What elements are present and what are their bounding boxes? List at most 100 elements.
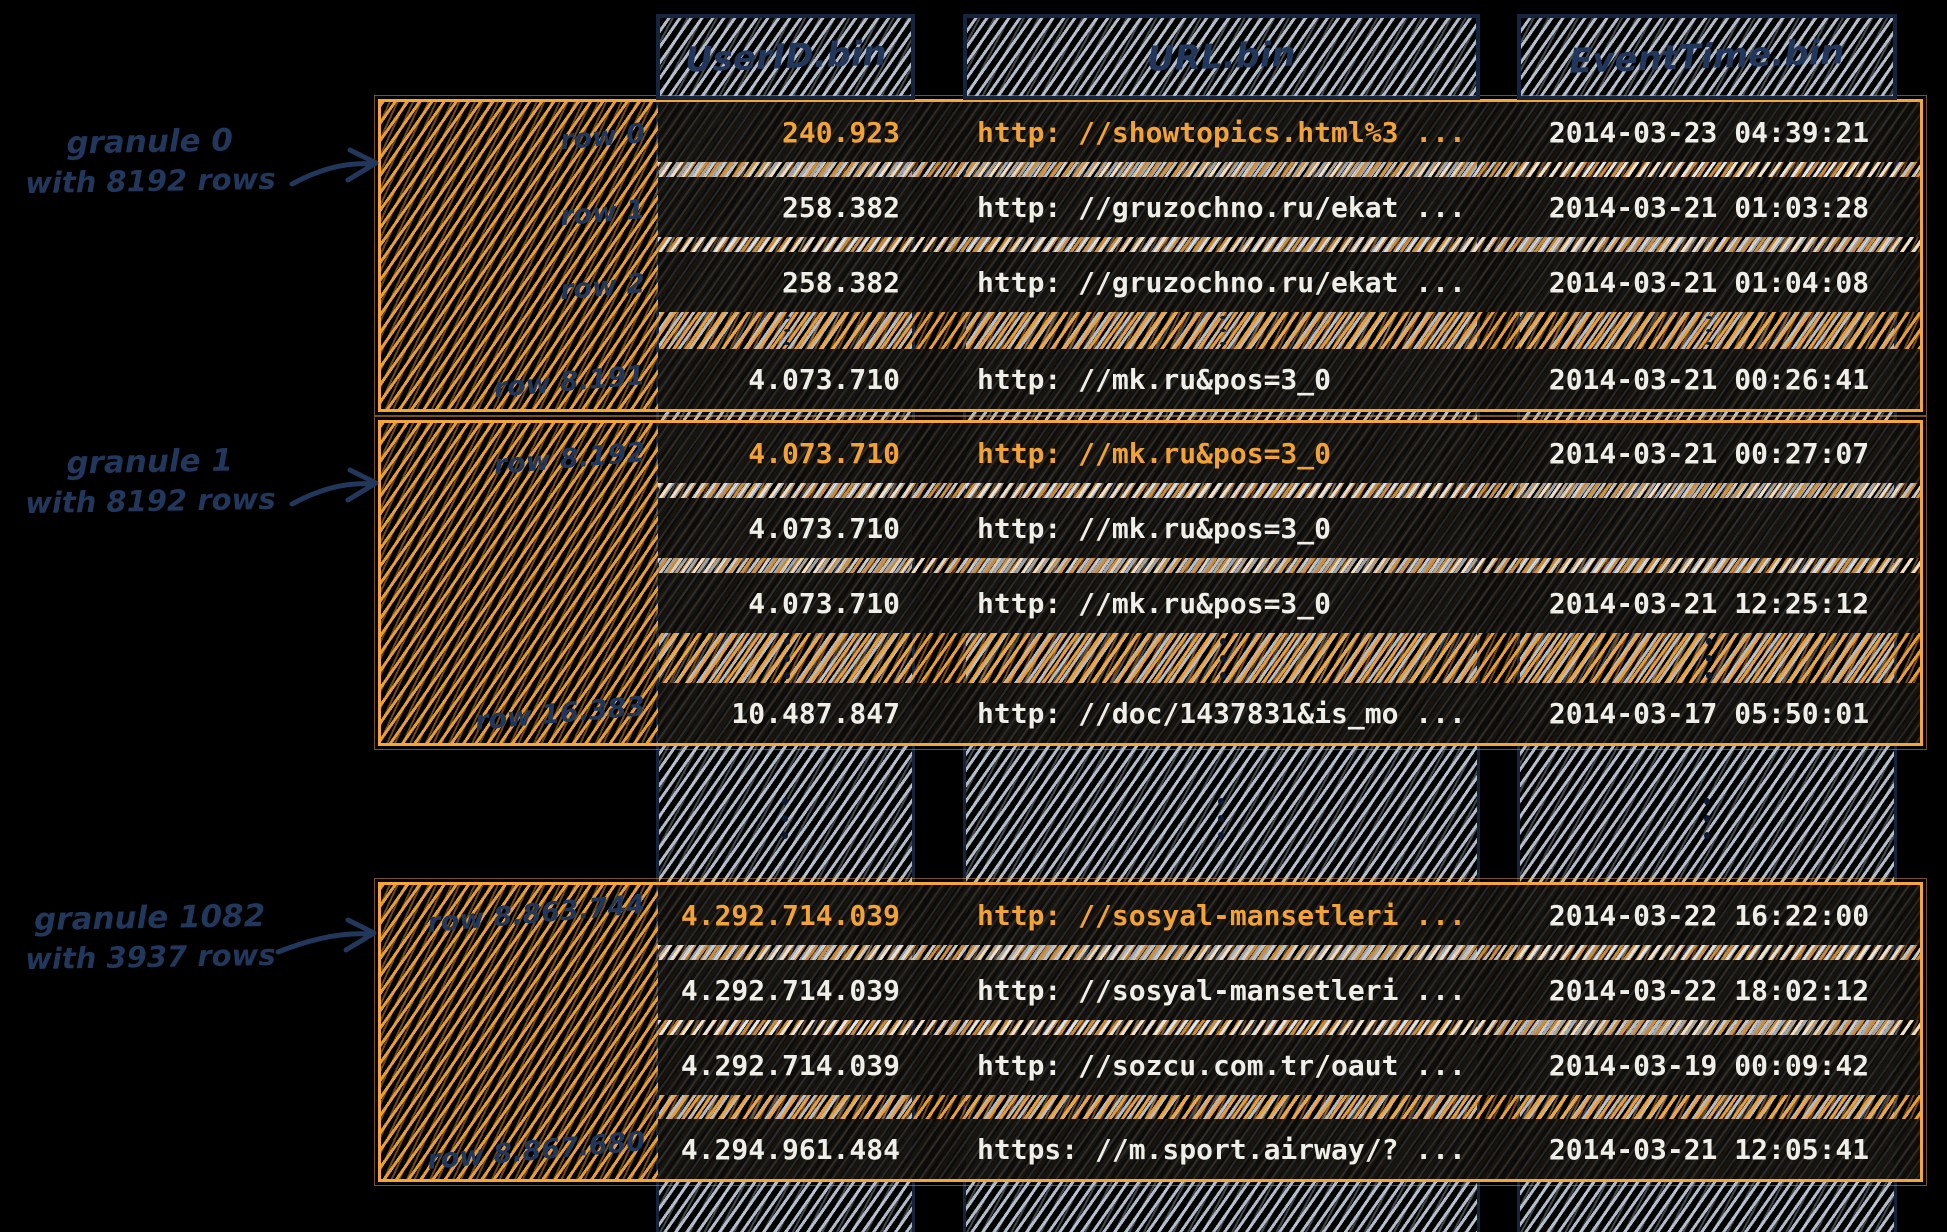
table-row: 258.382 http: //gruzochno.ru/ekat ... 2014…	[658, 252, 1920, 312]
table-row: 258.382 http: //gruzochno.ru/ekat ... 2014…	[658, 177, 1920, 237]
ellipsis-dots	[1701, 772, 1713, 864]
user-id-cell: 258.382	[781, 265, 900, 299]
event-time-cell: 2014-03-21 01:03:28	[1548, 190, 1870, 224]
dot	[1220, 654, 1226, 662]
row-ellipsis-gap	[658, 633, 1920, 683]
row-separator	[658, 483, 1920, 498]
user-id-cell: 10.487.847	[731, 696, 900, 730]
column-header-eventtime-label: EventTime.bin	[1568, 32, 1846, 82]
granule-1082-annotation: granule 1082 with 3937 rows	[0, 895, 301, 978]
ellipsis-dots	[1217, 1099, 1229, 1115]
table-row: 4.294.961.484 https: //m.sport.airway/? .…	[658, 1119, 1920, 1179]
url-cell: http: //mk.ru&pos=3_0	[977, 436, 1332, 470]
annotation-line1: granule 1	[66, 442, 234, 482]
dot	[1706, 637, 1712, 645]
granule-1-box: 4.073.710 http: //mk.ru&pos=3_0 2014-03-21…	[374, 416, 1927, 750]
ellipsis-dots	[781, 637, 793, 679]
dot	[784, 316, 790, 319]
user-id-cell: 4.292.714.039	[680, 898, 900, 932]
table-row: 4.292.714.039 http: //sozcu.com.tr/oaut .…	[658, 1035, 1920, 1095]
dot	[1706, 671, 1712, 679]
url-cell: https: //m.sport.airway/? ...	[977, 1132, 1466, 1166]
user-id-cell: 4.073.710	[748, 586, 900, 620]
column-header-url-label: URL.bin	[1146, 34, 1297, 80]
row-separator	[658, 558, 1920, 573]
table-row: 4.073.710 http: //mk.ru&pos=3_0 2014-03-21…	[658, 423, 1920, 483]
granule-1-rows: 4.073.710 http: //mk.ru&pos=3_0 2014-03-21…	[658, 423, 1920, 743]
dot	[1706, 329, 1712, 332]
annotation-line2: with 3937 rows	[24, 937, 276, 977]
user-id-cell: 240.923	[781, 115, 900, 149]
event-time-cell: 2014-03-21 00:26:41	[1548, 362, 1870, 396]
annotation-line2: with 8192 rows	[24, 161, 276, 201]
arrow-right-icon	[289, 467, 379, 507]
dot	[1706, 316, 1712, 319]
user-id-cell: 258.382	[781, 190, 900, 224]
url-cell: http: //doc/1437831&is_mo ...	[977, 696, 1466, 730]
url-cell: http: //mk.ru&pos=3_0	[977, 511, 1332, 545]
ellipsis-dots	[779, 772, 791, 864]
event-time-cell: 2014-03-21 00:27:07	[1548, 436, 1870, 470]
arrow-right-icon	[275, 917, 377, 955]
dot	[1220, 329, 1226, 332]
row-label: row 16.383	[473, 691, 647, 737]
url-cell: http: //sozcu.com.tr/oaut ...	[977, 1048, 1466, 1082]
dot	[1706, 342, 1712, 345]
url-cell: http: //showtopics.html%3 ...	[977, 115, 1466, 149]
granule-1082-box: 4.292.714.039 http: //sosyal-mansetleri .…	[374, 878, 1927, 1186]
row-separator	[658, 162, 1920, 177]
user-id-cell: 4.292.714.039	[680, 1048, 900, 1082]
granule-0-rows: 240.923 http: //showtopics.html%3 ... 2014…	[658, 102, 1920, 409]
table-row: 4.073.710 http: //mk.ru&pos=3_0 2014-03-21…	[658, 349, 1920, 409]
ellipsis-dots	[1703, 316, 1715, 345]
dot	[1706, 654, 1712, 662]
granule-0-annotation: granule 0 with 8192 rows	[0, 119, 301, 202]
event-time-cell: 2014-03-22 16:22:00	[1548, 898, 1870, 932]
row-label: row 1	[558, 194, 647, 233]
row-separator	[658, 945, 1920, 960]
user-id-cell: 4.073.710	[748, 511, 900, 545]
row-label: row 8.192	[492, 437, 647, 482]
ellipsis-dots	[1215, 772, 1227, 864]
column-header-userid-label: UserID.bin	[684, 33, 887, 81]
row-label: row 8.191	[492, 360, 647, 405]
url-cell: http: //gruzochno.ru/ekat ...	[977, 190, 1466, 224]
dot	[784, 329, 790, 332]
dot	[1220, 637, 1226, 645]
dot	[784, 342, 790, 345]
ellipsis-dots	[781, 1099, 793, 1115]
granule-0-box: 240.923 http: //showtopics.html%3 ... 2014…	[374, 95, 1927, 416]
table-row: 4.073.710 http: //mk.ru&pos=3_0	[658, 498, 1920, 558]
event-time-cell: 2014-03-19 00:09:42	[1548, 1048, 1870, 1082]
column-header-eventtime: EventTime.bin	[1517, 14, 1897, 100]
dot	[784, 637, 790, 645]
row-label: row 2	[558, 268, 647, 307]
row-separator	[658, 1020, 1920, 1035]
ellipsis-dots	[781, 316, 793, 345]
granule-1-annotation: granule 1 with 8192 rows	[0, 439, 301, 522]
table-row: 4.292.714.039 http: //sosyal-mansetleri .…	[658, 960, 1920, 1020]
ellipsis-dots	[1703, 1099, 1715, 1115]
user-id-cell: 4.294.961.484	[680, 1132, 900, 1166]
ellipsis-dots	[1217, 316, 1229, 345]
url-cell: http: //gruzochno.ru/ekat ...	[977, 265, 1466, 299]
event-time-cell: 2014-03-21 12:05:41	[1548, 1132, 1870, 1166]
user-id-cell: 4.292.714.039	[680, 973, 900, 1007]
event-time-cell: 2014-03-22 18:02:12	[1548, 973, 1870, 1007]
table-row: 4.292.714.039 http: //sosyal-mansetleri .…	[658, 885, 1920, 945]
user-id-cell: 4.073.710	[748, 436, 900, 470]
annotation-line1: granule 0	[66, 122, 234, 162]
column-header-userid: UserID.bin	[656, 14, 915, 100]
annotation-line1: granule 1082	[33, 897, 266, 939]
ellipsis-dots	[1703, 637, 1715, 679]
url-cell: http: //mk.ru&pos=3_0	[977, 586, 1332, 620]
column-header-url: URL.bin	[963, 14, 1480, 100]
url-cell: http: //sosyal-mansetleri ...	[977, 973, 1466, 1007]
row-ellipsis-gap	[658, 312, 1920, 349]
user-id-cell: 4.073.710	[748, 362, 900, 396]
row-label: row 8.863.744	[426, 889, 647, 939]
dot	[1220, 671, 1226, 679]
event-time-cell: 2014-03-21 12:25:12	[1548, 586, 1870, 620]
granule-1082-rows: 4.292.714.039 http: //sosyal-mansetleri .…	[658, 885, 1920, 1179]
table-row: 4.073.710 http: //mk.ru&pos=3_0 2014-03-21…	[658, 573, 1920, 633]
